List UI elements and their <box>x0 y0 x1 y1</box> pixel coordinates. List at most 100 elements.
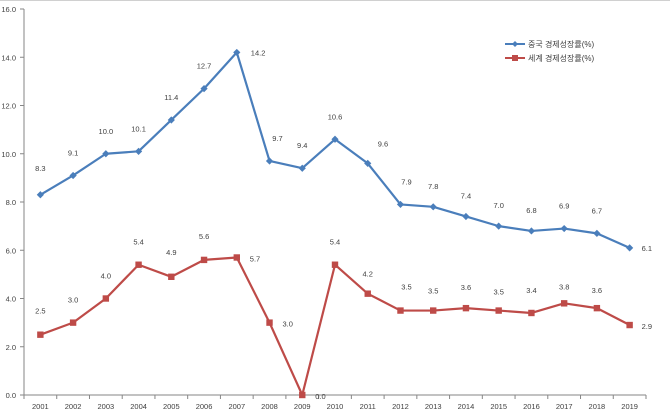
data-label-china: 7.0 <box>493 201 503 210</box>
data-label-world: 3.6 <box>592 286 602 295</box>
data-point-world <box>200 256 208 264</box>
x-tick-label: 2007 <box>228 402 245 411</box>
data-point-world <box>364 290 371 297</box>
data-point-china <box>462 212 470 221</box>
data-point-world <box>102 295 110 302</box>
data-point-world <box>528 309 535 317</box>
y-tick-label: 0.0 <box>6 391 16 400</box>
data-label-china: 6.8 <box>526 206 536 215</box>
data-label-world: 3.5 <box>493 288 503 297</box>
data-point-china <box>36 191 44 199</box>
data-label-china: 14.2 <box>251 48 266 57</box>
x-tick-label: 2019 <box>621 402 638 411</box>
data-point-china <box>396 200 405 209</box>
data-point-world <box>560 300 568 307</box>
data-point-china <box>167 116 175 124</box>
x-tick-label: 2001 <box>32 402 49 411</box>
data-label-world: 3.5 <box>428 287 438 296</box>
data-point-china <box>265 157 274 165</box>
y-tick-label: 10.0 <box>1 150 16 159</box>
data-point-world <box>430 307 437 314</box>
top-border <box>0 0 670 1</box>
x-tick-label: 2015 <box>490 402 507 411</box>
data-point-china <box>495 222 503 230</box>
y-tick-label: 8.0 <box>6 198 16 207</box>
data-point-world <box>233 254 240 261</box>
data-label-world: 4.2 <box>363 270 373 279</box>
data-label-china: 9.1 <box>68 148 78 157</box>
data-point-china <box>200 85 208 93</box>
data-point-china <box>429 203 437 211</box>
data-label-china: 7.9 <box>401 177 411 186</box>
x-tick-label: 2008 <box>261 402 278 411</box>
data-point-world <box>168 273 175 280</box>
data-point-world <box>626 321 633 329</box>
x-tick-label: 2003 <box>97 402 114 411</box>
data-point-china <box>364 159 372 167</box>
data-point-china <box>102 150 110 158</box>
y-tick-label: 12.0 <box>1 102 16 111</box>
data-label-world: 0.0 <box>315 392 325 401</box>
data-label-china: 6.9 <box>559 202 569 211</box>
x-tick-label: 2016 <box>523 402 540 411</box>
data-label-world: 3.0 <box>283 320 293 329</box>
data-point-world <box>593 304 601 312</box>
data-label-world: 4.0 <box>101 272 111 281</box>
x-tick-label: 2013 <box>425 402 442 411</box>
x-tick-label: 2006 <box>196 402 213 411</box>
data-point-china <box>69 171 77 180</box>
data-label-china: 10.6 <box>328 112 343 121</box>
data-point-world <box>331 261 339 268</box>
x-tick-label: 2011 <box>360 402 376 411</box>
data-point-china <box>626 244 634 252</box>
data-point-world <box>266 319 273 326</box>
legend-label-world: 세계 경제성장률(%) <box>528 53 595 63</box>
data-label-china: 6.1 <box>642 244 652 253</box>
data-point-world <box>299 391 306 399</box>
data-label-china: 7.4 <box>461 191 471 200</box>
data-label-world: 5.6 <box>199 232 209 241</box>
data-label-world: 5.4 <box>330 238 340 247</box>
x-tick-label: 2012 <box>392 402 409 411</box>
data-point-world <box>462 304 470 312</box>
data-label-china: 10.1 <box>131 124 146 133</box>
data-point-china <box>298 164 306 172</box>
data-point-china <box>593 229 601 237</box>
x-tick-label: 2004 <box>130 402 147 411</box>
legend-label-china: 중국 경제성장률(%) <box>528 39 595 49</box>
data-label-china: 11.4 <box>164 93 178 102</box>
y-tick-label: 2.0 <box>6 343 16 352</box>
data-label-china: 12.7 <box>197 62 212 71</box>
data-label-world: 3.0 <box>68 296 78 305</box>
data-label-world: 5.4 <box>133 238 143 247</box>
data-label-china: 8.3 <box>35 164 45 173</box>
x-tick-label: 2017 <box>556 402 573 411</box>
data-label-china: 7.8 <box>428 182 438 191</box>
data-label-world: 3.8 <box>559 282 569 291</box>
data-point-china <box>134 147 143 155</box>
data-label-china: 6.7 <box>592 206 602 215</box>
data-point-china <box>331 135 339 143</box>
data-point-world <box>397 307 404 314</box>
data-label-world: 2.5 <box>35 307 45 316</box>
data-label-world: 4.9 <box>166 248 176 257</box>
data-point-china <box>233 48 241 57</box>
x-tick-label: 2014 <box>458 402 475 411</box>
x-tick-label: 2018 <box>589 402 606 411</box>
x-tick-label: 2009 <box>294 402 311 411</box>
y-tick-label: 16.0 <box>1 5 16 14</box>
data-point-world <box>495 307 502 314</box>
data-label-world: 3.5 <box>401 283 411 292</box>
y-tick-label: 14.0 <box>1 53 16 62</box>
data-point-china <box>527 227 536 235</box>
data-label-china: 9.4 <box>297 141 307 150</box>
data-label-world: 2.9 <box>642 322 652 331</box>
data-label-world: 5.7 <box>250 254 260 263</box>
x-tick-label: 2002 <box>65 402 82 411</box>
data-label-china: 9.6 <box>378 139 388 148</box>
data-label-world: 3.4 <box>526 286 536 295</box>
x-tick-label: 2010 <box>327 402 344 411</box>
data-label-china: 10.0 <box>99 127 114 136</box>
data-label-china: 9.7 <box>272 134 282 143</box>
